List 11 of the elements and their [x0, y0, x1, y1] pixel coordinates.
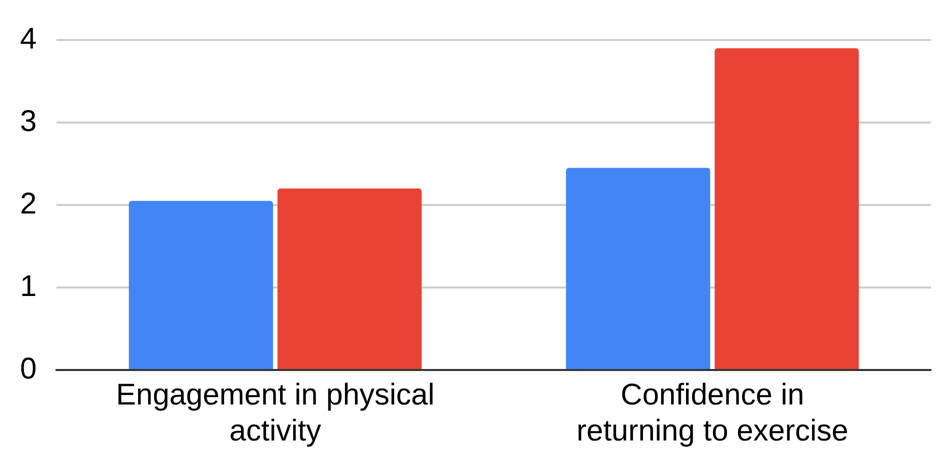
y-tick-label: 0: [20, 352, 37, 386]
x-tick-label: Engagement in physical activity: [116, 378, 435, 448]
x-tick-label: Confidence in returning to exercise: [576, 378, 848, 448]
y-tick-label: 3: [20, 104, 37, 138]
bar: [566, 168, 710, 369]
bar: [714, 48, 859, 369]
y-tick-label: 1: [20, 270, 37, 303]
y-tick-label: 2: [20, 187, 37, 220]
bar: [277, 188, 422, 369]
y-tick-label: 4: [20, 22, 37, 56]
bar: [128, 200, 274, 369]
